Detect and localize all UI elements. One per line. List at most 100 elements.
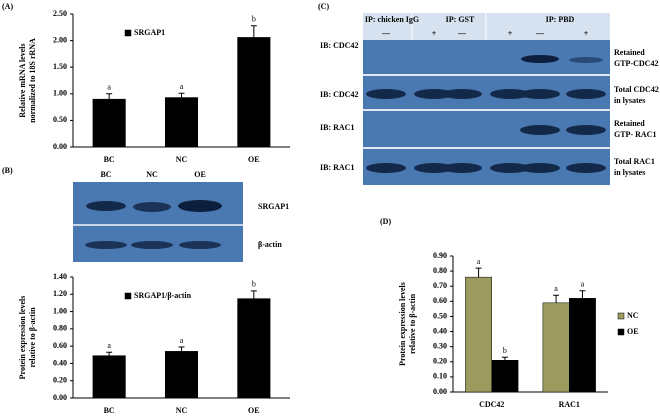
y-axis-label: Relative mRNA levels (18, 43, 27, 117)
lane-label: OE (194, 170, 206, 179)
y-tick-label: 0.20 (53, 376, 67, 385)
x-tick-label: OE (248, 155, 260, 164)
significance-label: b (252, 280, 256, 289)
bar (569, 298, 596, 393)
row-label: IB: CDC42 (320, 90, 358, 99)
y-tick-label: 0.90 (433, 251, 447, 260)
lane-sign: — (381, 29, 391, 38)
significance-label: a (477, 257, 481, 266)
lane-sign: + (432, 29, 437, 38)
blot-image (363, 13, 610, 185)
y-tick-label: 2.50 (53, 9, 67, 18)
error-bar (250, 25, 257, 38)
y-tick-label: 0.40 (433, 326, 447, 335)
error-bar (178, 346, 185, 352)
y-tick-label: 0.50 (433, 311, 447, 320)
error-bar (106, 93, 113, 100)
y-tick-label: 0.00 (53, 393, 67, 402)
legend-label: OE (627, 327, 639, 336)
bar (237, 37, 271, 148)
bar (92, 98, 126, 148)
significance-label: b (503, 346, 507, 355)
lane-sign: + (584, 29, 589, 38)
bar (542, 302, 570, 393)
lane-sign: — (535, 29, 545, 38)
y-tick-label: 1.00 (53, 306, 67, 315)
row-label: IB: CDC42 (320, 41, 358, 50)
x-tick-label: OE (248, 406, 260, 415)
error-bar (553, 294, 560, 303)
group-label: IP: chicken IgG (365, 15, 419, 24)
legend-swatch (617, 328, 625, 336)
panel-label: (A) (2, 2, 13, 11)
x-tick-label: BC (104, 155, 115, 164)
y-tick-label: 0.30 (433, 341, 447, 350)
x-tick-label: CDC42 (479, 400, 504, 409)
legend-swatch (617, 312, 625, 320)
y-tick-label: 0.70 (433, 281, 447, 290)
significance-label: a (107, 83, 111, 92)
error-bar (106, 351, 113, 356)
significance-label: b (252, 15, 256, 24)
error-bar (501, 356, 508, 361)
y-tick-label: 0.80 (53, 324, 67, 333)
y-tick-label: 0.20 (433, 357, 447, 366)
row-label: Total RAC1 (614, 157, 655, 166)
legend-label: SRGAP1/β-actin (134, 291, 192, 300)
y-tick-label: 0.00 (53, 142, 67, 151)
y-tick-label: 1.50 (53, 62, 67, 71)
bar (237, 298, 271, 399)
x-tick-label: NC (176, 406, 188, 415)
row-label: GTP-CDC42 (614, 59, 658, 68)
significance-label: a (581, 280, 585, 289)
lane-sign: — (457, 29, 467, 38)
legend-swatch (124, 29, 132, 37)
error-bar (475, 267, 482, 278)
bar (164, 97, 199, 148)
panel-label: (C) (318, 2, 329, 11)
y-tick-label: 0.80 (433, 266, 447, 275)
y-tick-label: 1.00 (53, 89, 67, 98)
panel-label: (B) (2, 166, 13, 175)
significance-label: a (180, 336, 184, 345)
y-tick-label: 0.60 (53, 341, 67, 350)
y-axis-label: Protein expression levels (18, 296, 27, 380)
group-label: IP: GST (446, 15, 475, 24)
bar (465, 276, 492, 393)
row-label: Total CDC42 (614, 85, 659, 94)
blot-image (73, 182, 243, 262)
bar (491, 360, 519, 393)
y-tick-label: 0.50 (53, 115, 67, 124)
lane-label: NC (146, 170, 158, 179)
row-label: SRGAP1 (258, 202, 289, 211)
error-bar (178, 92, 185, 98)
group-label: IP: PBD (546, 15, 575, 24)
row-label: Retained (614, 119, 645, 128)
row-label: in lysates (614, 168, 645, 177)
error-bar (250, 290, 257, 299)
y-tick-label: 1.20 (53, 289, 67, 298)
lane-sign: + (508, 29, 513, 38)
significance-label: a (554, 284, 558, 293)
error-bar (579, 290, 586, 299)
y-tick-label: 1.40 (53, 272, 67, 281)
lane-label: BC (100, 170, 111, 179)
y-tick-label: 0.00 (433, 387, 447, 396)
significance-label: a (180, 82, 184, 91)
panel-label: (D) (380, 217, 391, 226)
legend-swatch (124, 292, 132, 300)
bar (164, 351, 199, 399)
y-tick-label: 2.00 (53, 35, 67, 44)
legend-label: SRGAP1 (134, 28, 165, 37)
x-tick-label: BC (104, 406, 115, 415)
y-axis-label: Protein expression levels (398, 282, 407, 366)
x-tick-label: NC (176, 155, 188, 164)
y-tick-label: 0.40 (53, 358, 67, 367)
row-label: β-actin (258, 240, 282, 249)
row-label: IB: RAC1 (320, 163, 354, 172)
bar (92, 355, 126, 399)
row-label: IB: RAC1 (320, 123, 354, 132)
x-tick-label: RAC1 (559, 400, 580, 409)
y-axis-label: relative to β-actin (28, 307, 37, 368)
